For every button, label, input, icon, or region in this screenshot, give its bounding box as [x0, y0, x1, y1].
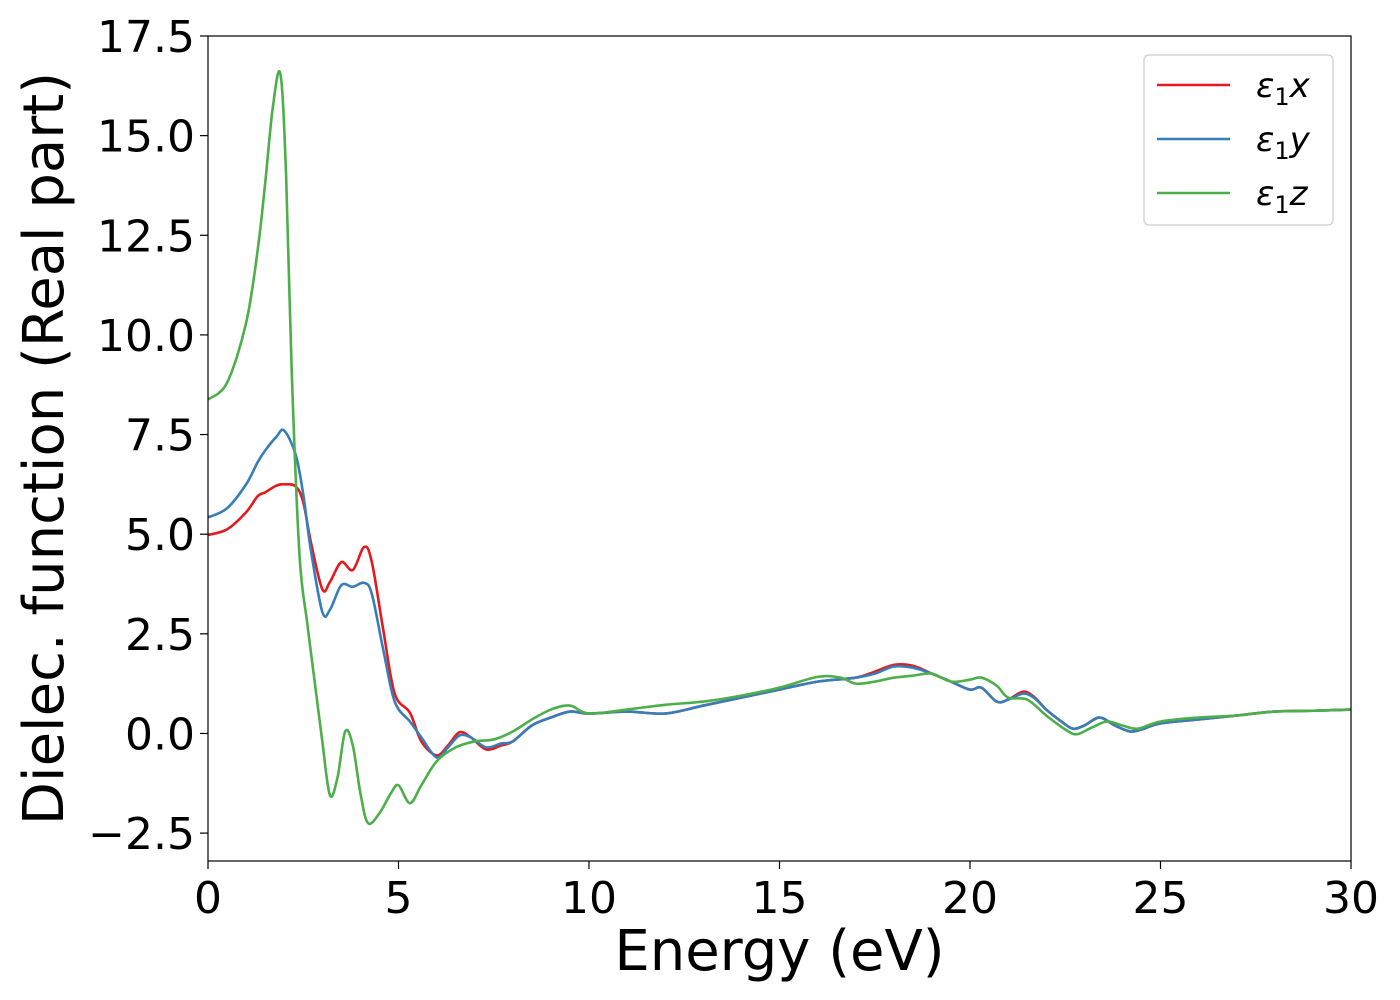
y-tick-label: 5.0	[125, 510, 195, 561]
series-layer	[208, 70, 1351, 826]
x-tick-label: 30	[1323, 873, 1379, 924]
y-axis: −2.5 0.0 2.5 5.0 7.5 10.0 12.5 15.0 17.5	[88, 12, 208, 860]
y-tick-label: 0.0	[125, 709, 195, 760]
series-line-z	[208, 70, 1351, 826]
legend-label-z: ε1z	[1256, 174, 1309, 219]
legend-subscript: 1	[1274, 83, 1289, 111]
legend-label-x: ε1x	[1256, 66, 1311, 111]
y-axis-title: Dielec. function (Real part)	[12, 72, 77, 825]
y-tick-label: −2.5	[88, 809, 195, 860]
legend-variable: z	[1289, 174, 1309, 214]
series-line-y	[208, 428, 1351, 759]
legend-subscript: 1	[1274, 191, 1289, 219]
x-tick-label: 0	[194, 873, 222, 924]
y-tick-label: 2.5	[125, 610, 195, 661]
y-tick-label: 10.0	[97, 311, 195, 362]
y-tick-label: 7.5	[125, 411, 195, 462]
legend-variable: y	[1289, 120, 1311, 160]
y-tick-label: 15.0	[97, 112, 195, 163]
x-axis: 0 5 10 15 20 25 30	[194, 861, 1379, 924]
legend-box	[1143, 54, 1334, 226]
x-tick-label: 20	[942, 873, 998, 924]
y-tick-label: 17.5	[97, 12, 195, 63]
x-tick-label: 25	[1133, 873, 1189, 924]
legend-label-y: ε1y	[1256, 120, 1311, 165]
x-tick-label: 5	[385, 873, 413, 924]
y-tick-label: 12.5	[97, 211, 195, 262]
legend-symbol: ε	[1256, 174, 1274, 214]
x-axis-title: Energy (eV)	[614, 919, 944, 984]
x-tick-label: 15	[752, 873, 808, 924]
legend-symbol: ε	[1256, 120, 1274, 160]
legend-variable: x	[1289, 66, 1311, 106]
legend-symbol: ε	[1256, 66, 1274, 106]
legend-subscript: 1	[1274, 137, 1289, 165]
x-tick-label: 10	[561, 873, 617, 924]
